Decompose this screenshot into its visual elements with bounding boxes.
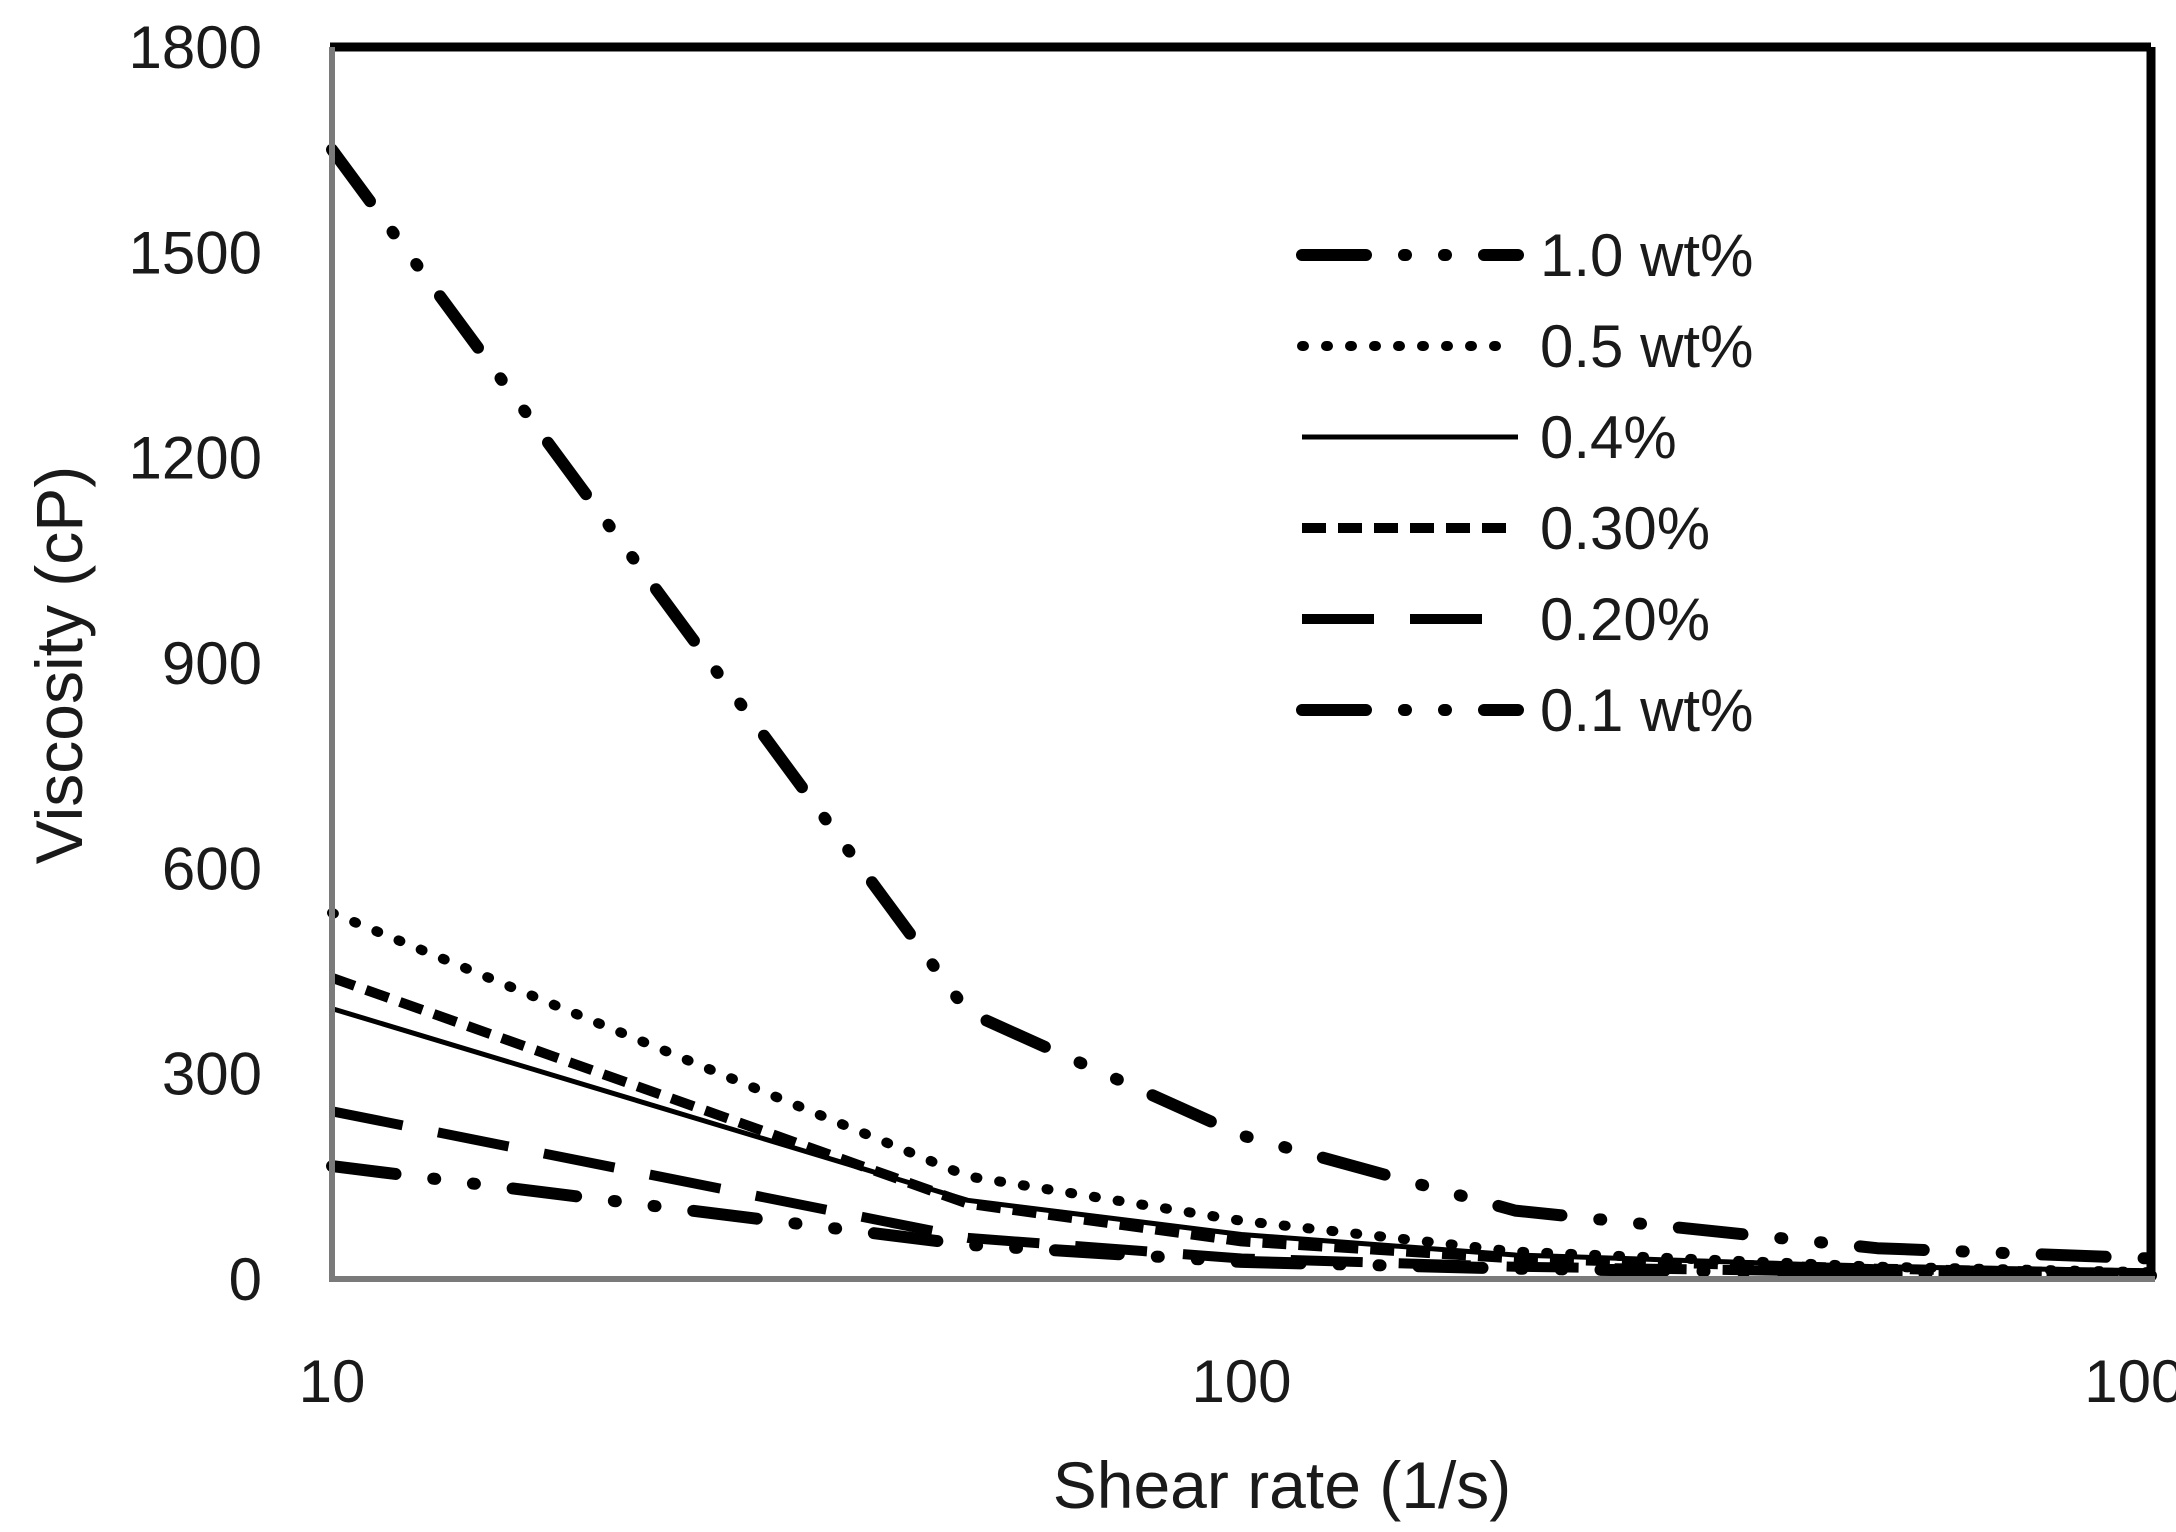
y-tick-label-300: 300 [162, 1041, 262, 1108]
y-tick-label-600: 600 [162, 835, 262, 902]
x-axis-title: Shear rate (1/s) [1053, 1448, 1512, 1522]
series-line-0-20 [331, 1106, 2152, 1280]
y-axis-title: Viscosity (cP) [22, 466, 96, 865]
y-tick-labels: 0 300 600 900 1200 1500 1800 [129, 14, 262, 1313]
legend-label-0-5-wt: 0.5 wt% [1540, 313, 1753, 380]
series-line-1-0-wt [326, 143, 2157, 1265]
legend-label-0-1-wt: 0.1 wt% [1540, 677, 1753, 744]
x-tick-label-10: 10 [299, 1348, 366, 1415]
x-tick-label-100: 100 [1191, 1348, 1291, 1415]
series-line-0-5-wt [327, 907, 2156, 1278]
legend: 1.0 wt% 0.5 wt% 0.4% 0.30% 0.20% 0.1 wt% [1296, 222, 1753, 744]
series-layer [326, 143, 2157, 1282]
legend-label-0-30: 0.30% [1540, 495, 1710, 562]
y-tick-label-1800: 1800 [129, 14, 262, 81]
x-tick-label-1000: 1000 [2084, 1348, 2176, 1415]
legend-label-1-0-wt: 1.0 wt% [1540, 222, 1753, 289]
legend-label-0-20: 0.20% [1540, 586, 1710, 653]
y-tick-label-0: 0 [229, 1246, 262, 1313]
x-tick-labels: 10 100 1000 [299, 1348, 2176, 1415]
y-tick-label-1500: 1500 [129, 219, 262, 286]
legend-label-0-4: 0.4% [1540, 404, 1677, 471]
plot-frame [329, 42, 2156, 1282]
series-line-0-1-wt [326, 1160, 2157, 1282]
y-tick-label-1200: 1200 [129, 425, 262, 492]
y-tick-label-900: 900 [162, 630, 262, 697]
